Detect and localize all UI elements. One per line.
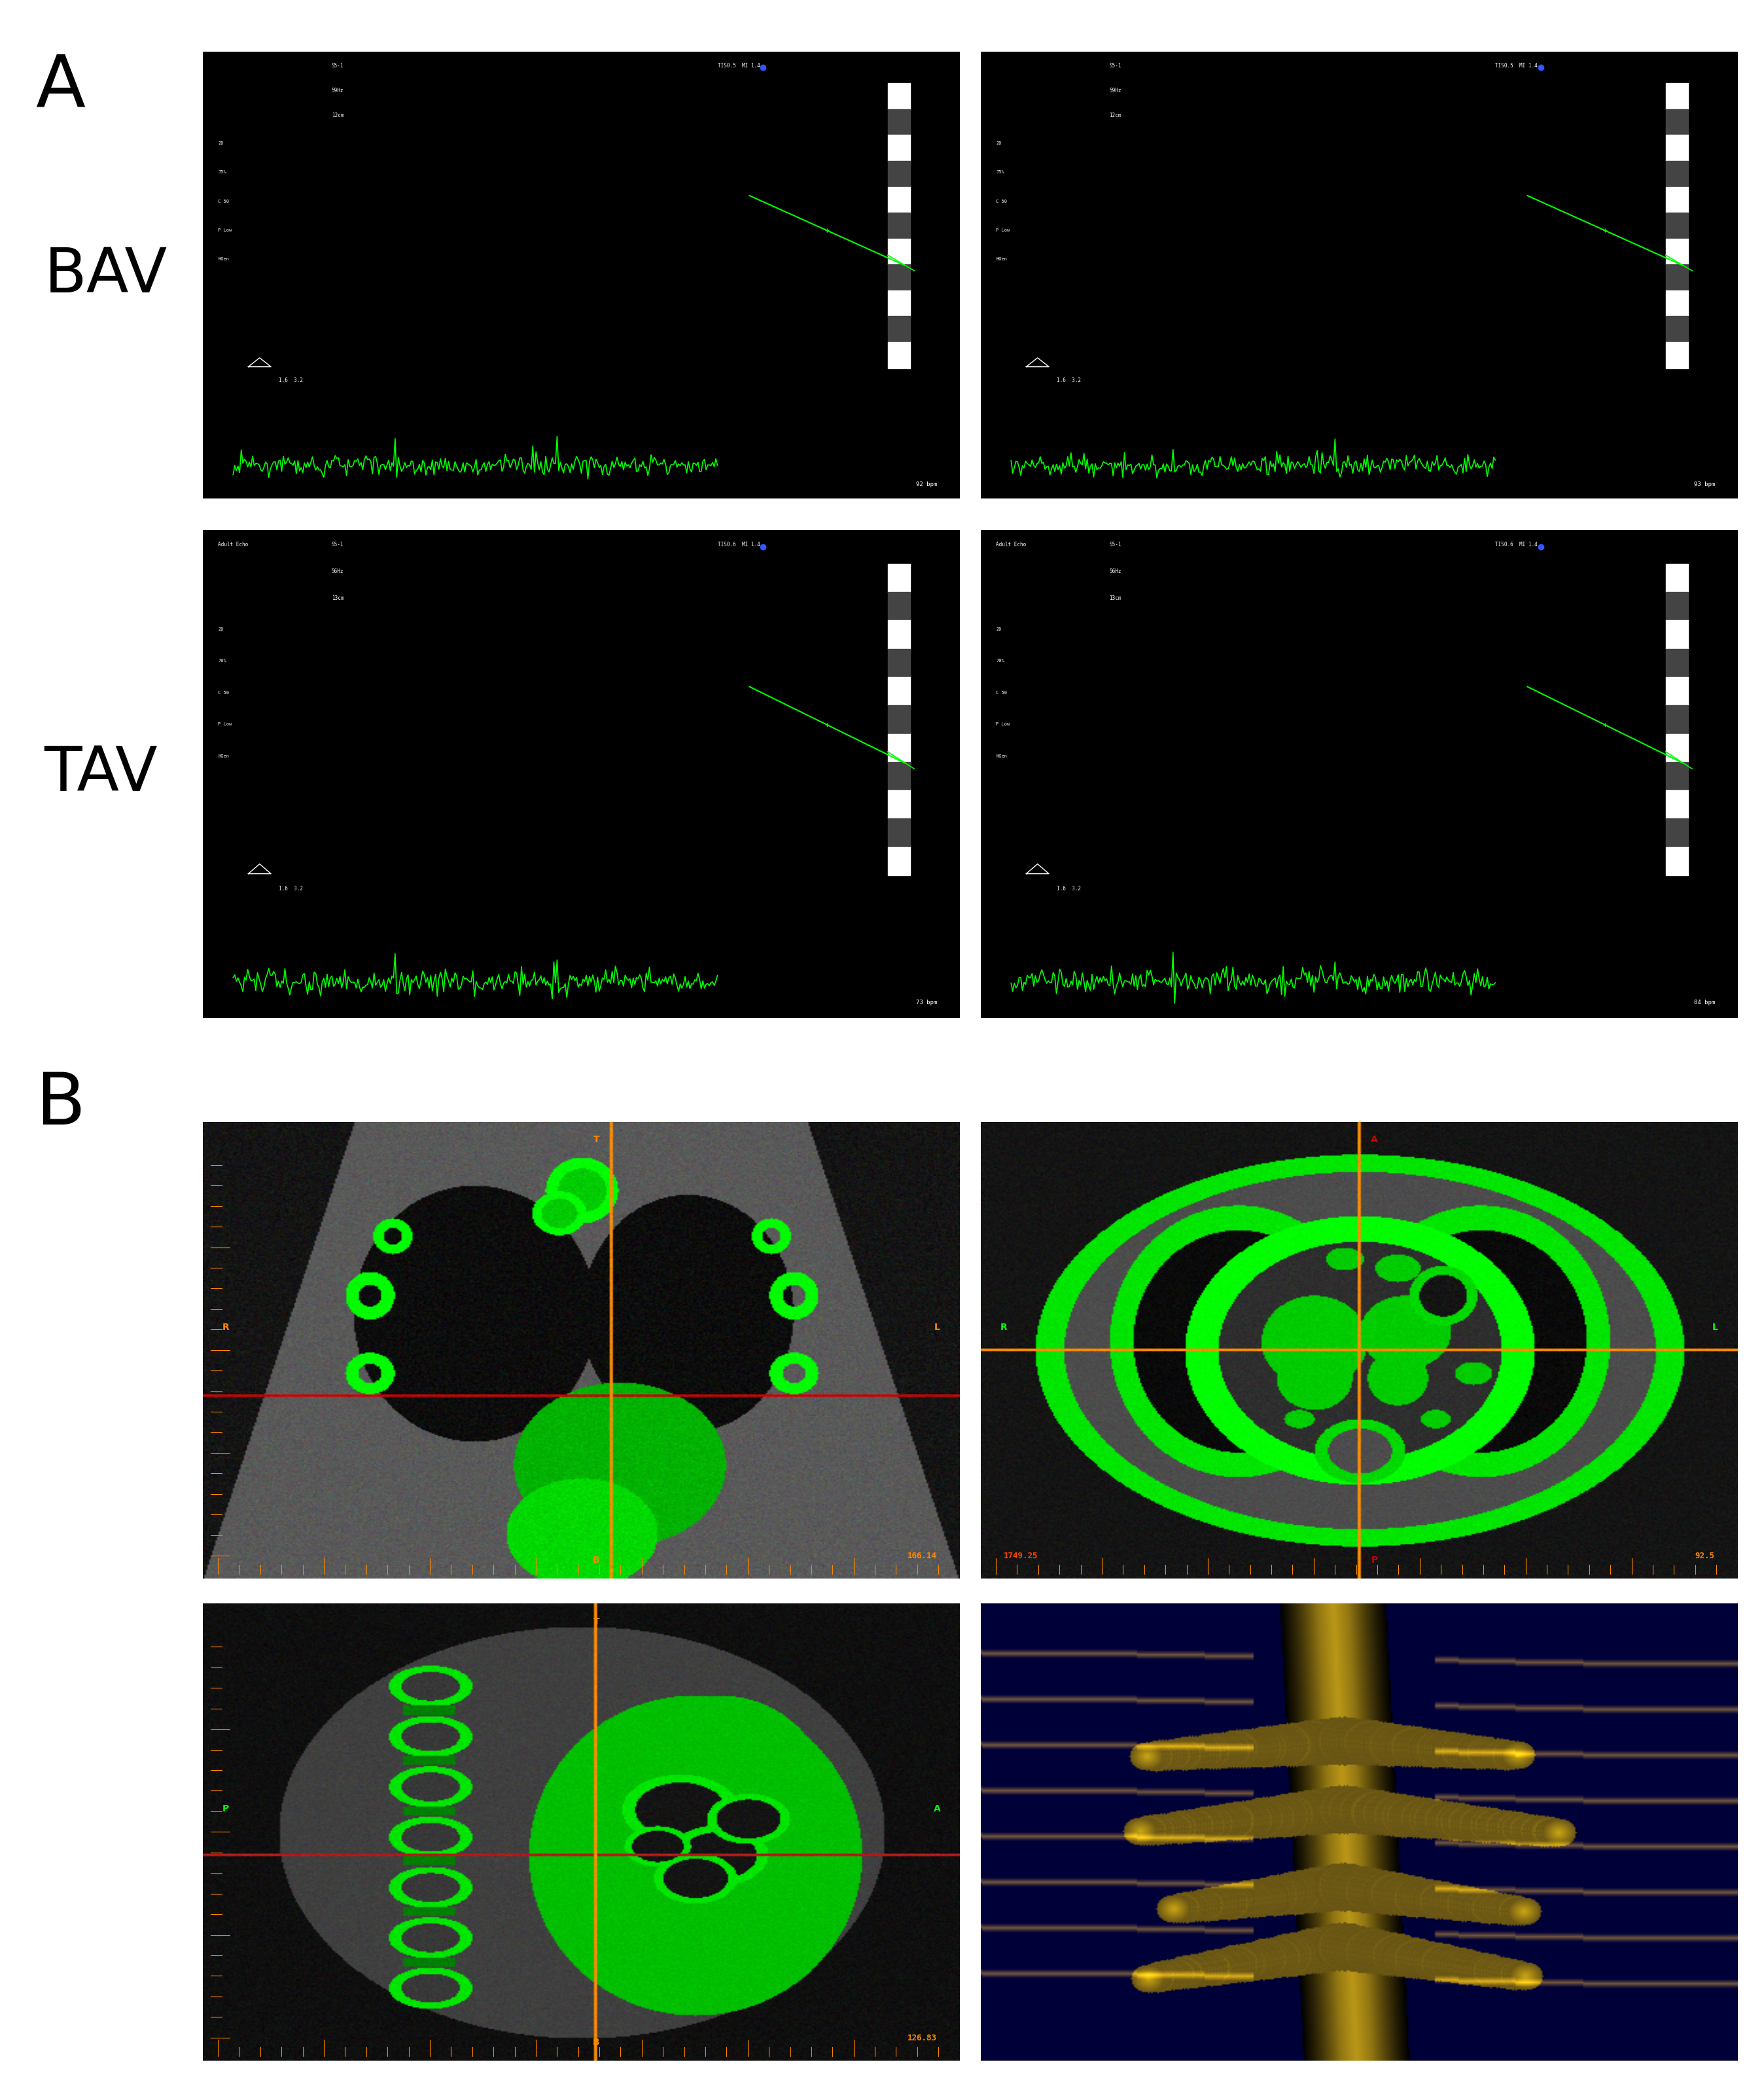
Text: 13cm: 13cm (332, 596, 344, 602)
Text: TIS0.5  MI 1.4: TIS0.5 MI 1.4 (718, 62, 760, 69)
Text: P Low: P Low (997, 723, 1009, 727)
Text: P Low: P Low (219, 723, 231, 727)
Text: A: A (933, 1805, 940, 1813)
Text: 2D: 2D (219, 141, 224, 145)
Text: HGen: HGen (219, 754, 229, 758)
Text: P Low: P Low (997, 228, 1009, 233)
Text: S5-1: S5-1 (332, 542, 344, 548)
Text: C 50: C 50 (219, 199, 229, 204)
Text: T: T (593, 1136, 600, 1144)
Text: L: L (1711, 1323, 1718, 1331)
Text: 166.14: 166.14 (907, 1552, 937, 1560)
Text: 92.5: 92.5 (1695, 1552, 1715, 1560)
Text: B: B (593, 1556, 600, 1564)
Text: C 50: C 50 (997, 199, 1007, 204)
Text: S5-1: S5-1 (332, 62, 344, 69)
Text: R: R (1000, 1323, 1007, 1331)
Text: 2D: 2D (219, 627, 224, 631)
Text: 73 bpm: 73 bpm (916, 999, 937, 1005)
Text: 2D: 2D (997, 141, 1002, 145)
Text: L: L (933, 1323, 940, 1331)
Text: C 50: C 50 (997, 692, 1007, 694)
Text: 75%: 75% (997, 170, 1004, 174)
Text: C 50: C 50 (219, 692, 229, 694)
Text: HGen: HGen (219, 258, 229, 262)
Text: 1.6  3.2: 1.6 3.2 (1057, 885, 1081, 891)
Text: 1.6  3.2: 1.6 3.2 (279, 378, 303, 382)
Text: 56Hz: 56Hz (332, 569, 344, 575)
Text: TIS0.5  MI 1.4: TIS0.5 MI 1.4 (1496, 62, 1538, 69)
Text: BAV: BAV (44, 245, 168, 305)
Text: HGen: HGen (997, 754, 1007, 758)
Text: 12cm: 12cm (332, 112, 344, 118)
Text: 59Hz: 59Hz (1110, 87, 1122, 93)
Text: 126.83: 126.83 (907, 2033, 937, 2042)
Text: A: A (35, 52, 85, 123)
Text: Adult Echo: Adult Echo (219, 542, 249, 548)
Text: S5-1: S5-1 (1110, 62, 1122, 69)
Text: 1.6  3.2: 1.6 3.2 (1057, 378, 1081, 382)
Text: 56Hz: 56Hz (1110, 569, 1122, 575)
Text: P: P (222, 1805, 229, 1813)
Text: 59Hz: 59Hz (332, 87, 344, 93)
Text: 2D: 2D (997, 627, 1002, 631)
Text: Adult Echo: Adult Echo (997, 542, 1027, 548)
Text: P Low: P Low (219, 228, 231, 233)
Text: R: R (222, 1323, 229, 1331)
Text: 70%: 70% (997, 658, 1004, 663)
Text: A: A (1371, 1136, 1378, 1144)
Text: TAV: TAV (44, 744, 157, 804)
Text: 1.6  3.2: 1.6 3.2 (279, 885, 303, 891)
Text: 75%: 75% (219, 170, 226, 174)
Text: 92 bpm: 92 bpm (916, 482, 937, 488)
Text: TIS0.6  MI 1.4: TIS0.6 MI 1.4 (1496, 542, 1538, 548)
Text: 93 bpm: 93 bpm (1693, 482, 1715, 488)
Text: S5-1: S5-1 (1110, 542, 1122, 548)
Text: 84 bpm: 84 bpm (1693, 999, 1715, 1005)
Text: P: P (1371, 1556, 1378, 1564)
Text: T: T (593, 1618, 600, 1626)
Text: 1749.25: 1749.25 (1004, 1552, 1037, 1560)
Text: 13cm: 13cm (1110, 596, 1122, 602)
Text: TIS0.6  MI 1.4: TIS0.6 MI 1.4 (718, 542, 760, 548)
Text: HGen: HGen (997, 258, 1007, 262)
Text: B: B (593, 2038, 600, 2046)
Text: 70%: 70% (219, 658, 226, 663)
Text: B: B (35, 1070, 85, 1140)
Text: 12cm: 12cm (1110, 112, 1122, 118)
